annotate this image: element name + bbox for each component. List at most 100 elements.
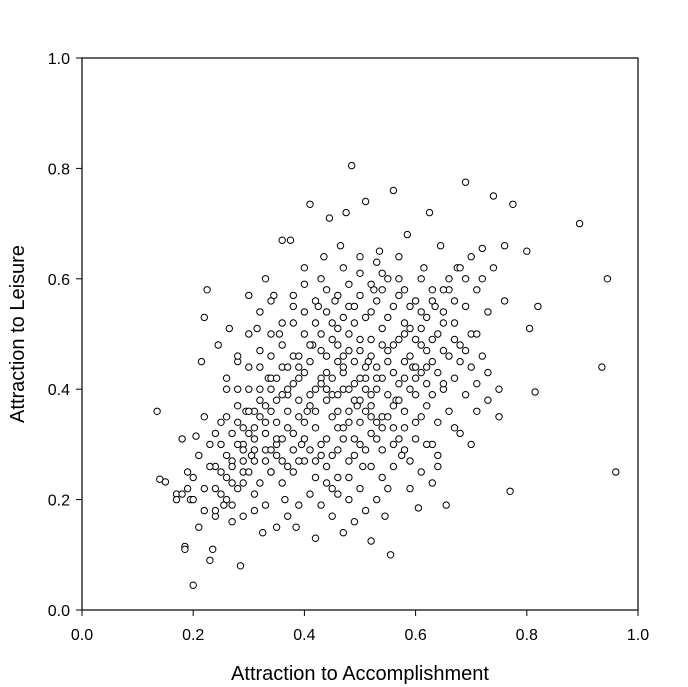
- scatter-point: [423, 440, 431, 449]
- scatter-point: [328, 374, 336, 382]
- scatter-point: [222, 374, 231, 382]
- scatter-point: [153, 407, 161, 415]
- scatter-point: [356, 418, 364, 426]
- scatter-point: [384, 484, 392, 493]
- scatter-point: [322, 286, 331, 294]
- scatter-point: [436, 242, 445, 250]
- scatter-point: [284, 363, 292, 371]
- scatter-point: [467, 440, 475, 449]
- scatter-point: [345, 330, 353, 338]
- scatter-point: [395, 275, 403, 283]
- scatter-point: [181, 545, 189, 553]
- scatter-point: [489, 192, 498, 200]
- scatter-point: [417, 275, 425, 283]
- scatter-point: [400, 374, 409, 382]
- scatter-point: [389, 302, 398, 311]
- y-tick-label: 0.0: [48, 603, 70, 620]
- scatter-point: [373, 363, 381, 371]
- scatter-point: [478, 244, 486, 253]
- scatter-point: [534, 302, 542, 311]
- scatter-point: [328, 319, 336, 327]
- scatter-point: [306, 357, 314, 366]
- scatter-point: [261, 275, 270, 283]
- scatter-point: [245, 385, 253, 393]
- x-tick-label: 0.2: [182, 627, 204, 644]
- scatter-point: [400, 319, 409, 327]
- scatter-point: [373, 418, 381, 426]
- scatter-point: [317, 380, 325, 388]
- scatter-point: [261, 418, 270, 426]
- scatter-point: [206, 462, 214, 471]
- scatter-point: [384, 391, 392, 399]
- scatter-point: [195, 451, 203, 460]
- scatter-point: [267, 352, 275, 360]
- scatter-point: [256, 308, 264, 316]
- scatter-point: [467, 253, 475, 261]
- scatter-point: [200, 313, 209, 322]
- scatter-point: [200, 484, 209, 493]
- scatter-point: [473, 286, 481, 294]
- scatter-point: [250, 506, 259, 515]
- scatter-point: [439, 380, 448, 388]
- scatter-point: [256, 346, 264, 355]
- scatter-point: [267, 385, 275, 393]
- scatter-point: [373, 435, 381, 443]
- scatter-point: [289, 468, 297, 476]
- scatter-point: [411, 335, 420, 344]
- scatter-point: [500, 297, 509, 305]
- scatter-point: [239, 446, 247, 454]
- scatter-point: [406, 484, 414, 493]
- scatter-point: [272, 396, 281, 404]
- scatter-point: [286, 236, 295, 244]
- scatter-point: [334, 407, 342, 415]
- scatter-point: [339, 435, 347, 443]
- scatter-point: [284, 462, 292, 471]
- scatter-point: [439, 308, 448, 316]
- scatter-point: [311, 457, 320, 465]
- scatter-point: [334, 324, 342, 333]
- scatter-point: [311, 297, 320, 305]
- scatter-point: [222, 451, 231, 460]
- scatter-point: [384, 357, 392, 366]
- scatter-point: [311, 534, 320, 542]
- scatter-point: [389, 341, 398, 349]
- scatter-point: [245, 468, 253, 476]
- scatter-point: [295, 352, 303, 360]
- scatter-point: [395, 335, 403, 344]
- scatter-point: [300, 330, 309, 338]
- scatter-point: [411, 391, 420, 399]
- scatter-point: [384, 313, 392, 322]
- scatter-point: [256, 413, 264, 421]
- scatter-point: [267, 297, 275, 305]
- scatter-point: [275, 330, 284, 338]
- scatter-point: [423, 313, 431, 322]
- scatter-point: [253, 324, 261, 333]
- y-tick-label: 1.0: [48, 51, 70, 68]
- scatter-point: [295, 457, 303, 465]
- scatter-point: [272, 451, 281, 460]
- scatter-point: [322, 462, 331, 471]
- scatter-point: [420, 264, 428, 272]
- y-axis-title: Attraction to Leisure: [7, 245, 29, 423]
- y-tick-label: 0.4: [48, 382, 70, 399]
- scatter-point: [403, 230, 411, 239]
- x-tick-label: 0.8: [516, 627, 538, 644]
- scatter-point: [473, 380, 481, 388]
- x-tick-label: 0.6: [404, 627, 426, 644]
- scatter-point: [361, 313, 370, 322]
- scatter-point: [272, 374, 281, 382]
- scatter-point: [345, 280, 353, 288]
- scatter-point: [328, 512, 336, 520]
- scatter-point: [406, 457, 414, 465]
- scatter-point: [373, 258, 381, 266]
- scatter-point: [461, 391, 470, 399]
- scatter-point: [236, 562, 245, 570]
- scatter-point: [406, 324, 414, 333]
- scatter-point: [239, 512, 247, 520]
- scatter-point: [367, 402, 375, 410]
- scatter-point: [317, 440, 325, 449]
- scatter-point: [400, 407, 409, 415]
- scatter-point: [445, 352, 453, 360]
- scatter-point: [373, 495, 381, 504]
- scatter-point: [367, 462, 375, 471]
